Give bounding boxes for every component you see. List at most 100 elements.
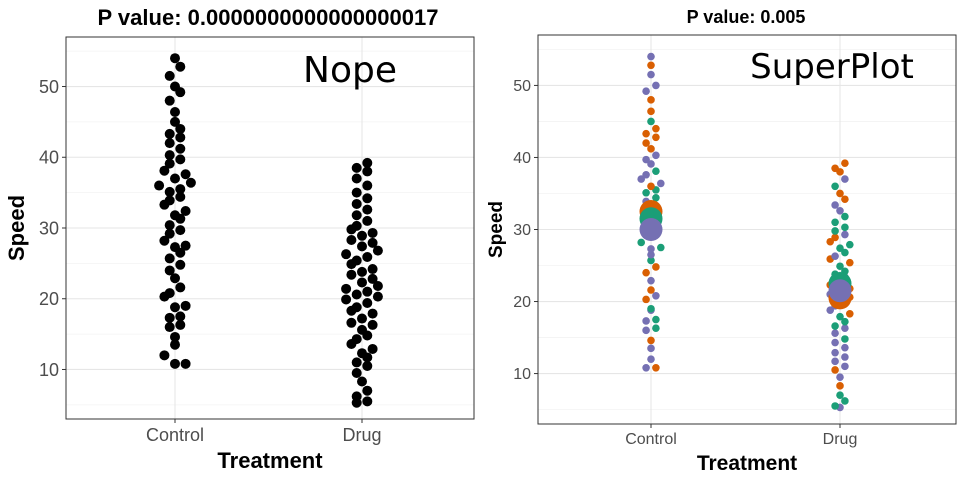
data-point-drug (836, 382, 844, 390)
data-point-drug (357, 348, 367, 359)
y-tick-label: 30 (513, 222, 531, 239)
data-point-drug (831, 357, 839, 366)
plot-panel-right: 10 20 30 40 50 Control Drug P value: 0.005 Super… (486, 7, 957, 475)
y-tick-label: 50 (39, 77, 59, 97)
data-point-drug (362, 385, 373, 396)
x-axis-title: Treatment (697, 452, 797, 475)
data-point-control (164, 322, 175, 333)
data-point-control (159, 350, 170, 361)
data-point-drug (836, 244, 844, 253)
data-point-drug (346, 317, 357, 328)
data-point-drug (372, 281, 383, 292)
data-point-control (164, 253, 175, 264)
data-point-drug (367, 237, 378, 248)
data-point-drug (841, 223, 849, 232)
data-point-drug (831, 402, 839, 410)
data-point-drug (367, 273, 378, 284)
data-point-control (647, 344, 655, 353)
data-point-drug (836, 373, 844, 381)
data-point-control (164, 138, 175, 149)
data-point-drug (362, 297, 373, 308)
chart-annotation: SuperPlot (750, 47, 914, 87)
data-point-control (652, 133, 660, 142)
data-point-control (175, 61, 186, 72)
y-axis-title: Speed (486, 201, 507, 258)
data-point-drug (357, 376, 367, 387)
data-point-control (164, 265, 175, 276)
data-point-drug (372, 291, 383, 302)
data-point-control (647, 245, 655, 253)
data-point-control (180, 206, 191, 217)
chart-title: P value: 0.0000000000000000017 (98, 5, 439, 30)
data-point-drug (841, 159, 849, 168)
data-point-drug (831, 252, 839, 260)
data-point-drug (351, 162, 362, 173)
data-point-drug (831, 227, 839, 235)
data-point-control (175, 184, 186, 195)
gridlines (66, 37, 474, 419)
data-point-control (652, 291, 660, 300)
data-point-drug (841, 175, 849, 183)
data-point-control (164, 195, 175, 206)
data-point-control (164, 186, 175, 197)
data-point-control (170, 53, 180, 64)
data-point-control (642, 129, 650, 138)
data-point-control (164, 150, 175, 161)
data-point-drug (831, 348, 839, 357)
data-point-control (652, 315, 660, 324)
y-tick-label: 40 (513, 150, 531, 167)
data-point-drug (367, 264, 378, 275)
chart-annotation: Nope (303, 50, 397, 91)
data-point-control (652, 81, 660, 90)
data-point-control (652, 263, 660, 271)
data-point-control (170, 106, 180, 117)
data-point-drug (841, 397, 849, 405)
data-point-control (180, 358, 191, 369)
data-point-control (642, 268, 650, 277)
replicate-mean-drug-3 (828, 279, 852, 303)
data-point-drug (841, 353, 849, 361)
x-tick-label: Drug (342, 425, 381, 445)
data-point-drug (357, 230, 367, 241)
data-point-drug (351, 302, 362, 313)
data-point-control (657, 179, 665, 188)
data-point-drug (836, 189, 844, 198)
data-point-drug (357, 277, 367, 288)
data-point-drug (831, 366, 839, 374)
data-point-drug (351, 289, 362, 300)
data-point-drug (362, 193, 373, 204)
x-axis-title: Treatment (217, 448, 323, 473)
data-point-drug (841, 248, 849, 257)
data-point-control (159, 235, 170, 246)
data-point-control (175, 225, 186, 236)
data-point-control (652, 194, 660, 202)
data-point-control (637, 238, 645, 247)
data-point-drug (341, 249, 352, 260)
data-point-control (647, 304, 655, 313)
data-point-drug (831, 201, 839, 209)
data-point-control (159, 165, 170, 176)
data-point-control (170, 81, 180, 92)
data-point-drug (351, 210, 362, 221)
data-point-drug (841, 343, 849, 352)
x-tick-label: Control (146, 425, 204, 445)
y-tick-label: 50 (513, 78, 531, 95)
data-point-control (642, 317, 650, 325)
data-point-control (170, 116, 180, 127)
data-point-drug (346, 269, 357, 280)
data-point-control (647, 96, 655, 104)
data-point-control (647, 52, 655, 61)
y-tick-label: 40 (39, 148, 59, 168)
data-point-control (164, 220, 175, 231)
data-point-drug (351, 357, 362, 368)
data-points (637, 52, 854, 412)
data-point-drug (836, 312, 844, 321)
data-point-drug (831, 233, 839, 242)
data-point-control (175, 191, 186, 202)
data-points (154, 53, 383, 408)
replicate-mean-control-3 (639, 218, 663, 241)
data-point-control (647, 276, 655, 285)
data-point-control (642, 295, 650, 304)
gridlines (538, 35, 956, 424)
data-point-drug (357, 241, 367, 252)
